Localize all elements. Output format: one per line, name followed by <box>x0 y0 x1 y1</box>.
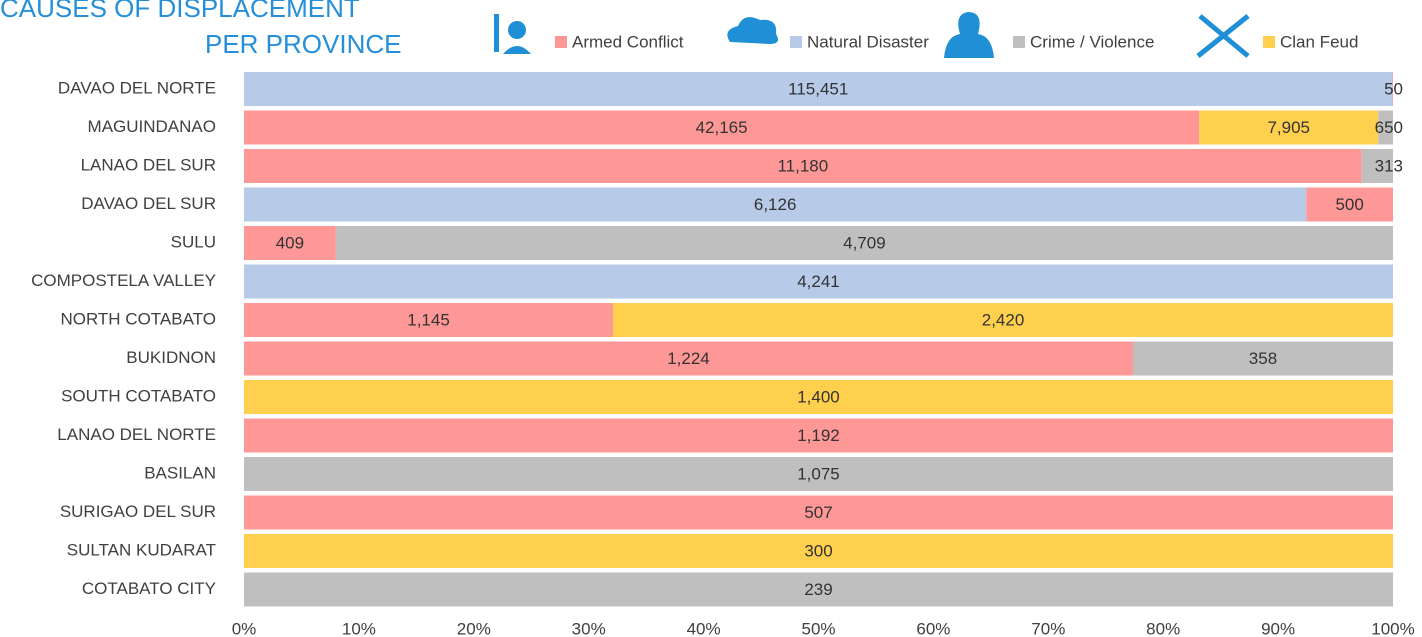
bar-segment <box>613 303 1393 337</box>
data-label: 4,709 <box>843 233 886 252</box>
data-label: 313 <box>1375 156 1403 175</box>
bar-segment <box>244 341 1133 376</box>
y-tick-label: LANAO DEL SUR <box>81 155 216 174</box>
x-tick-label: 30% <box>572 619 606 637</box>
soldier-icon <box>508 21 526 39</box>
legend-swatch <box>555 36 567 48</box>
chart-title: CAUSES OF DISPLACEMENT <box>0 0 360 23</box>
x-tick-label: 40% <box>687 619 721 637</box>
data-label: 1,224 <box>667 349 710 368</box>
x-tick-label: 70% <box>1031 619 1065 637</box>
legend-label: Armed Conflict <box>572 32 684 51</box>
guns-icon <box>1196 14 1250 58</box>
bar-segment <box>244 418 1393 453</box>
data-label: 115,451 <box>788 79 848 98</box>
x-tick-label: 0% <box>232 619 257 637</box>
y-tick-label: COTABATO CITY <box>82 579 216 598</box>
data-label: 1,192 <box>797 426 840 445</box>
legend-icons <box>494 12 1250 58</box>
bar-segment <box>1361 149 1393 183</box>
y-tick-label: DAVAO DEL NORTE <box>58 78 216 97</box>
bar-segment <box>244 495 1393 530</box>
y-tick-label: SURIGAO DEL SUR <box>60 502 216 521</box>
y-tick-label: SULU <box>171 232 216 251</box>
y-tick-label: SULTAN KUDARAT <box>67 540 216 559</box>
bar-segment <box>335 226 1393 260</box>
data-label: 1,400 <box>797 387 840 406</box>
data-label: 2,420 <box>982 310 1025 329</box>
legend-swatch <box>790 36 802 48</box>
bar-segment <box>244 226 336 260</box>
bar-segment <box>1378 110 1393 145</box>
cloud-icon <box>727 17 778 44</box>
bar-segment <box>244 534 1393 568</box>
y-tick-label: COMPOSTELA VALLEY <box>31 271 216 290</box>
data-label: 650 <box>1375 118 1403 137</box>
chart-title: PER PROVINCE <box>205 29 402 59</box>
data-label: 6,126 <box>754 195 797 214</box>
data-label: 7,905 <box>1267 118 1310 137</box>
legend-swatch <box>1013 36 1025 48</box>
soldier-icon <box>503 46 531 54</box>
legend-label: Crime / Violence <box>1030 32 1154 51</box>
y-tick-label: SOUTH COTABATO <box>61 386 216 405</box>
bar-segment <box>244 572 1393 607</box>
y-tick-label: DAVAO DEL SUR <box>81 194 216 213</box>
y-tick-label: BUKIDNON <box>126 348 216 367</box>
y-tick-label: NORTH COTABATO <box>60 309 216 328</box>
x-tick-label: 100% <box>1371 619 1414 637</box>
y-tick-label: BASILAN <box>144 463 216 482</box>
data-label: 239 <box>804 580 832 599</box>
data-label: 11,180 <box>777 156 828 175</box>
data-label: 300 <box>804 541 832 560</box>
data-label: 507 <box>804 503 832 522</box>
rifle-icon <box>494 14 499 52</box>
y-tick-label: MAGUINDANAO <box>88 117 216 136</box>
data-label: 50 <box>1384 79 1403 98</box>
x-tick-label: 50% <box>801 619 835 637</box>
bar-segment <box>244 72 1393 106</box>
x-tick-label: 10% <box>342 619 376 637</box>
bar-segment <box>244 110 1200 145</box>
legend-swatch <box>1263 36 1275 48</box>
bar-segment <box>244 149 1362 183</box>
legend-label: Natural Disaster <box>807 32 929 51</box>
x-tick-label: 90% <box>1261 619 1295 637</box>
data-label: 4,241 <box>797 272 840 291</box>
mask-icon <box>944 12 994 58</box>
bar-segment <box>244 187 1307 222</box>
bar-segment <box>1199 110 1379 145</box>
bar-segment <box>244 457 1393 491</box>
x-tick-label: 80% <box>1146 619 1180 637</box>
x-tick-label: 20% <box>457 619 491 637</box>
bar-segment <box>1132 341 1393 376</box>
data-label: 358 <box>1249 349 1277 368</box>
bar-segment <box>244 264 1393 299</box>
data-label: 1,145 <box>407 310 450 329</box>
y-tick-label: LANAO DEL NORTE <box>57 425 216 444</box>
x-tick-label: 60% <box>916 619 950 637</box>
data-label: 42,165 <box>696 118 748 137</box>
bar-segment <box>244 303 614 337</box>
data-label: 409 <box>276 233 304 252</box>
bar-segment <box>244 380 1393 414</box>
bar-segment <box>1306 187 1393 222</box>
legend-label: Clan Feud <box>1280 32 1358 51</box>
data-label: 1,075 <box>797 464 840 483</box>
data-label: 500 <box>1335 195 1363 214</box>
